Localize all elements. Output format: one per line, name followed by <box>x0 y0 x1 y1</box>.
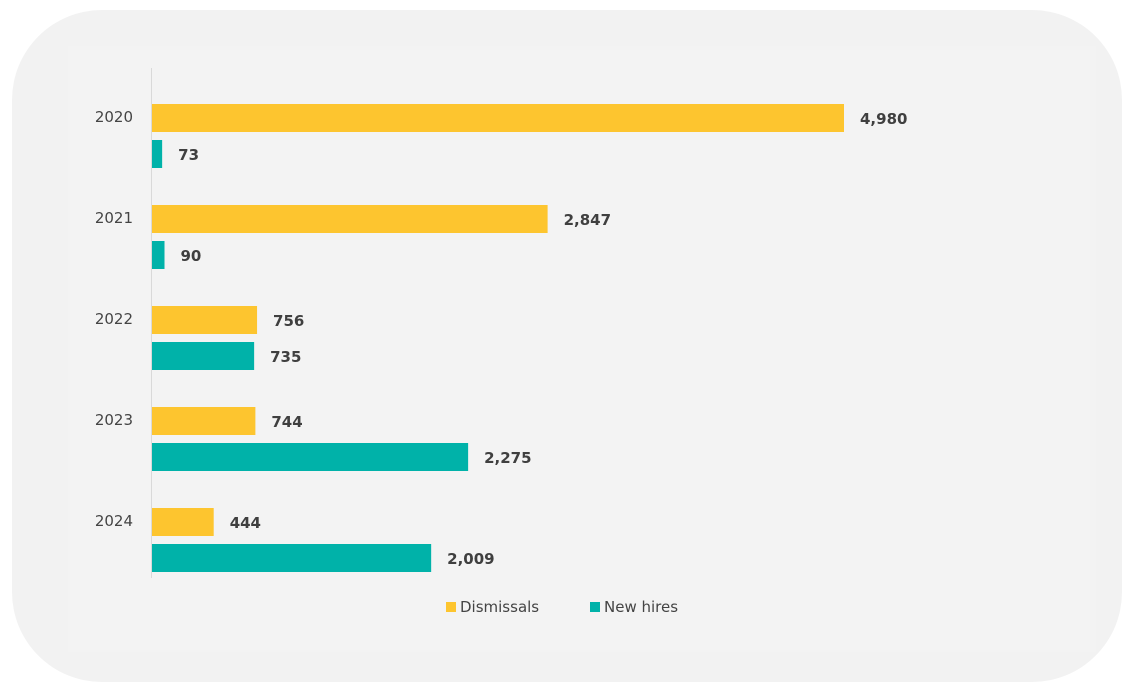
bar-dismissals-2022 <box>152 306 258 334</box>
category-label-2022: 2022 <box>95 310 133 328</box>
bar-new-hires-2024 <box>152 544 432 572</box>
legend: Dismissals New hires <box>446 598 678 616</box>
bar-dismissals-2020 <box>152 104 844 132</box>
value-label-new-hires-2022: 735 <box>270 348 301 366</box>
category-label-2024: 2024 <box>95 512 133 530</box>
value-label-new-hires-2023: 2,275 <box>484 449 531 467</box>
value-label-dismissals-2020: 4,980 <box>860 110 907 128</box>
value-label-dismissals-2021: 2,847 <box>564 211 611 229</box>
legend-label-new-hires: New hires <box>604 598 678 616</box>
bar-dismissals-2024 <box>152 508 214 536</box>
value-label-new-hires-2021: 90 <box>181 247 202 265</box>
legend-label-dismissals: Dismissals <box>460 598 539 616</box>
legend-swatch-new-hires <box>590 602 600 612</box>
bar-new-hires-2020 <box>152 140 163 168</box>
legend-swatch-dismissals <box>446 602 456 612</box>
bar-new-hires-2023 <box>152 443 469 471</box>
bar-new-hires-2021 <box>152 241 165 269</box>
bar-new-hires-2022 <box>152 342 255 370</box>
value-label-new-hires-2020: 73 <box>178 146 199 164</box>
bar-dismissals-2021 <box>152 205 548 233</box>
value-label-dismissals-2022: 756 <box>273 312 304 330</box>
value-label-dismissals-2024: 444 <box>230 514 261 532</box>
value-label-new-hires-2024: 2,009 <box>447 550 494 568</box>
category-label-2021: 2021 <box>95 209 133 227</box>
category-label-2020: 2020 <box>95 108 133 126</box>
category-label-2023: 2023 <box>95 411 133 429</box>
bar-dismissals-2023 <box>152 407 256 435</box>
value-label-dismissals-2023: 744 <box>271 413 302 431</box>
